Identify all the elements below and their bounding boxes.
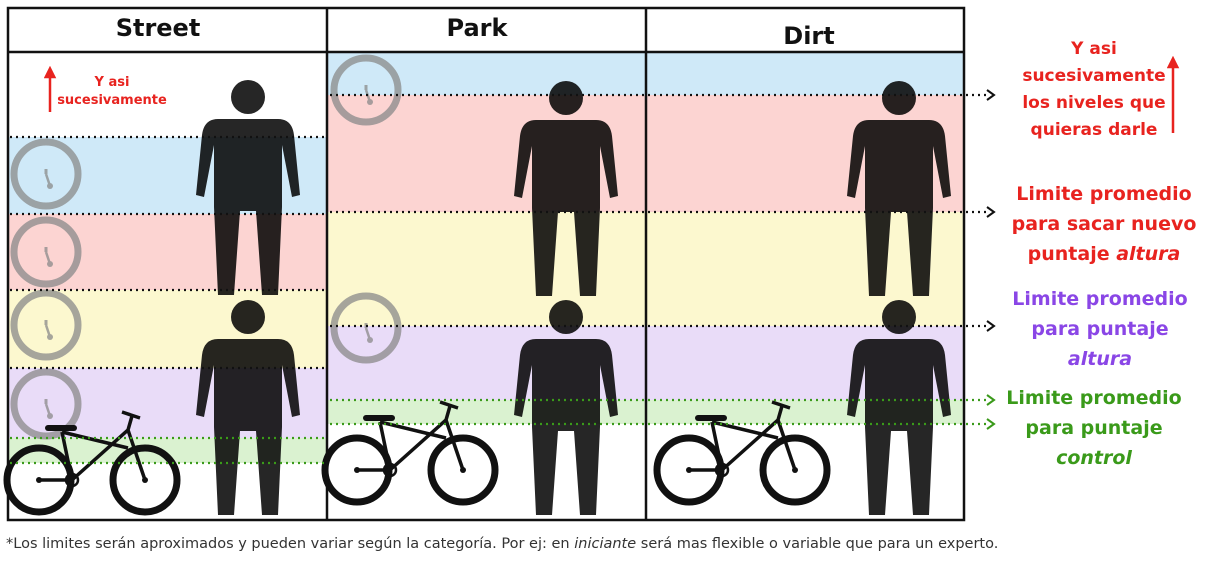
legend-height-line2: para puntaje xyxy=(1031,318,1168,340)
street-note-line2: sucesivamente xyxy=(57,93,167,108)
arrow-head-icon xyxy=(986,418,996,430)
street-note-line1: Y asi xyxy=(94,75,130,90)
legend-control-line1: Limite promedio xyxy=(1006,387,1181,409)
column-title-dirt: Dirt xyxy=(783,22,834,50)
legend-height-line3: altura xyxy=(1068,348,1132,370)
legend-more-levels-line1: Y asi xyxy=(1070,39,1117,59)
legend-control-limit: Limite promedio para puntaje control xyxy=(1006,387,1181,469)
legend-more-levels: Y asi sucesivamente los niveles que quie… xyxy=(1022,39,1165,140)
arrow-head-icon xyxy=(986,394,996,406)
legend-control-line3: control xyxy=(1056,447,1132,469)
legend-new-height-line3: puntaje altura xyxy=(1028,243,1181,265)
legend-height-limit: Limite promedio para puntaje altura xyxy=(1012,288,1187,370)
legend-new-height-line3-italic: altura xyxy=(1116,243,1180,265)
legend-more-levels-line3: los niveles que xyxy=(1022,93,1165,113)
legend-height-line1: Limite promedio xyxy=(1012,288,1187,310)
legend-new-height-limit: Limite promedio para sacar nuevo puntaje… xyxy=(1012,183,1197,265)
legend-control-line2: para puntaje xyxy=(1025,417,1162,439)
arrow-head-icon xyxy=(986,320,996,332)
header-row xyxy=(8,8,964,52)
legend-new-height-line2: para sacar nuevo xyxy=(1012,213,1197,235)
footnote-text-italic: iniciante xyxy=(574,536,637,552)
column-title-park: Park xyxy=(447,14,509,42)
column-title-street: Street xyxy=(116,14,201,42)
legend-new-height-line3-plain: puntaje xyxy=(1028,243,1117,265)
arrow-head-icon xyxy=(986,89,996,101)
legend-more-levels-line2: sucesivamente xyxy=(1022,66,1165,86)
arrow-head-icon xyxy=(986,206,996,218)
footnote: *Los limites serán aproximados y pueden … xyxy=(6,536,998,552)
band-blue xyxy=(647,52,964,95)
legend-new-height-line1: Limite promedio xyxy=(1016,183,1191,205)
legend-more-levels-line4: quieras darle xyxy=(1031,120,1158,140)
footnote-text-after: será mas flexible o variable que para un… xyxy=(636,536,999,552)
table-border xyxy=(6,6,966,522)
footnote-text-before: *Los limites serán aproximados y pueden … xyxy=(6,536,575,552)
